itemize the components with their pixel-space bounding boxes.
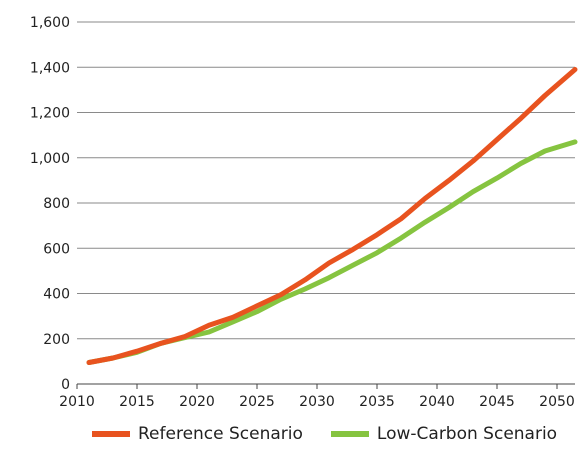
legend-item-low-carbon: Low-Carbon Scenario [330, 424, 558, 444]
x-tick-label: 2025 [239, 394, 275, 410]
y-tick-label: 200 [43, 332, 70, 348]
y-axis-ticks: 0 200 400 600 800 1,000 1,200 1,400 1,600 [30, 15, 70, 393]
series-lines [86, 67, 578, 365]
x-tick-label: 2035 [359, 394, 395, 410]
y-tick-label: 0 [61, 377, 70, 393]
legend-swatch-low-carbon [330, 431, 369, 437]
y-tick-label: 1,200 [30, 106, 70, 122]
legend-label-reference: Reference Scenario [138, 424, 303, 444]
legend-item-reference: Reference Scenario [92, 424, 303, 444]
legend-swatch-reference [92, 431, 130, 437]
chart-legend: Reference Scenario Low-Carbon Scenario [92, 424, 584, 444]
y-tick-label: 800 [43, 196, 70, 212]
x-tick-label: 2045 [479, 394, 515, 410]
series-line-low-carbon-scenario [86, 139, 578, 365]
y-tick-label: 1,600 [30, 15, 70, 31]
x-tick-label: 2040 [419, 394, 455, 410]
y-tick-label: 1,000 [30, 151, 70, 167]
x-tick-label: 2030 [299, 394, 335, 410]
x-tick-label: 2010 [59, 394, 95, 410]
series-line-reference-scenario [86, 67, 578, 365]
y-tick-label: 400 [43, 287, 70, 303]
x-tick-label: 2020 [179, 394, 215, 410]
y-tick-label: 600 [43, 241, 70, 257]
y-tick-label: 1,400 [30, 60, 70, 76]
x-axis-ticks: 2010 2015 2020 2025 2030 2035 2040 2045 2050 [59, 384, 575, 410]
gridlines [77, 21, 575, 340]
x-tick-label: 2015 [119, 394, 155, 410]
x-tick-label: 2050 [539, 394, 575, 410]
legend-label-low-carbon: Low-Carbon Scenario [376, 424, 558, 444]
